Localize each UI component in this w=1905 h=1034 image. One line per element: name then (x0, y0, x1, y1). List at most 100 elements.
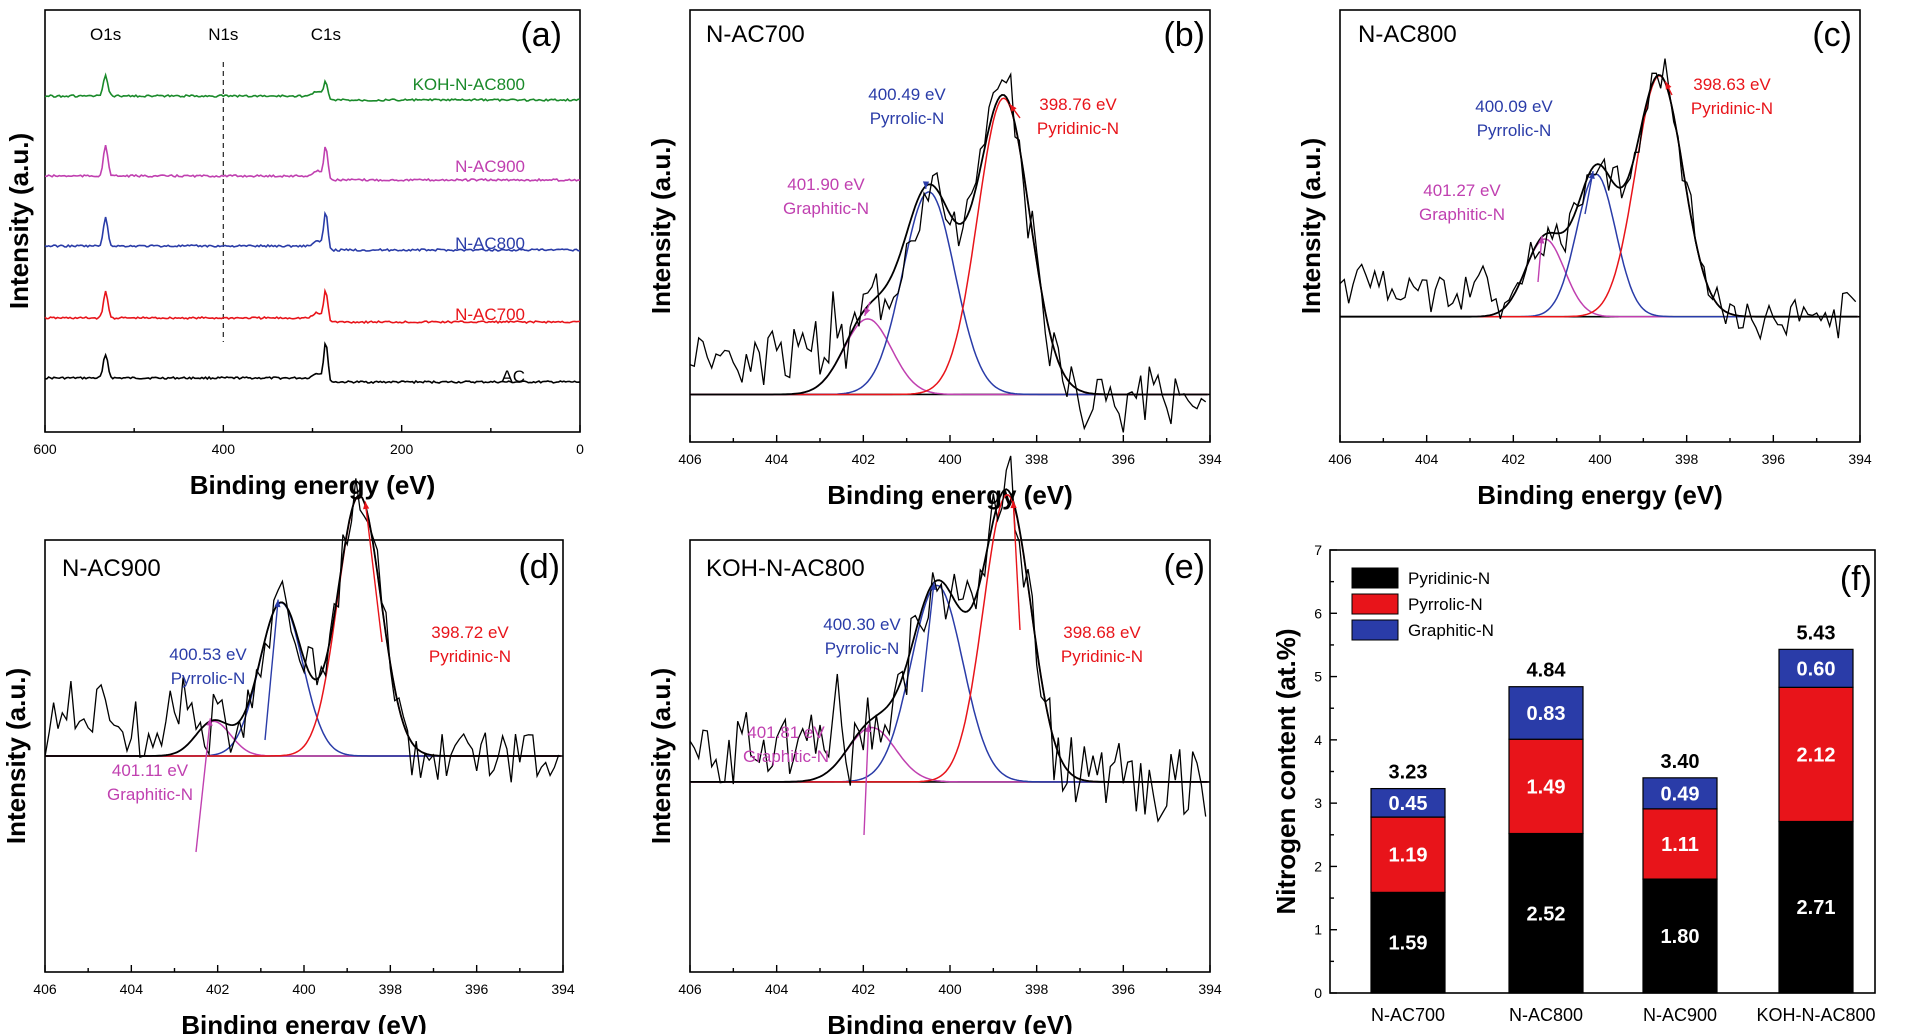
peak-label: N1s (208, 25, 238, 44)
x-tick-label: 404 (120, 981, 144, 997)
ann-pyrrolic-arrow-head (1588, 171, 1595, 179)
envelope-fit (1340, 74, 1858, 318)
ann-pyridinic-energy: 398.63 eV (1693, 75, 1771, 94)
panel-label: (f) (1840, 560, 1872, 598)
peak-label: O1s (90, 25, 121, 44)
raw-spectrum (1339, 58, 1857, 341)
category-label: N-AC700 (1371, 1005, 1445, 1025)
x-tick-label: 406 (33, 981, 57, 997)
ann-graphitic-energy: 401.11 eV (112, 761, 189, 780)
ann-graphitic-name: Graphitic-N (107, 785, 193, 804)
legend-label: Graphitic-N (1408, 621, 1494, 640)
ann-pyridinic-name: Pyridinic-N (1061, 647, 1143, 666)
ann-pyrrolic-arrow-head (274, 599, 281, 608)
graphitic-peak (1340, 238, 1858, 318)
envelope-fit (690, 93, 1208, 396)
bar-segment-graphitic-n (1778, 648, 1854, 688)
ann-pyridinic-name: Pyridinic-N (1037, 119, 1119, 138)
series-label: N-AC900 (455, 157, 525, 176)
x-tick-label: 406 (1328, 451, 1352, 467)
graphitic-peak (690, 318, 1208, 396)
x-axis-label: Binding energy (eV) (190, 470, 436, 500)
x-tick-label: 396 (465, 981, 489, 997)
panel-d: 406 404 402 400 398 396 394 Binding energy (eV)… (1, 478, 575, 1034)
legend-swatch-pyridinic-n (1351, 567, 1399, 589)
ann-pyrrolic-arrow-head (922, 181, 930, 189)
envelope-fit (690, 488, 1208, 783)
legend-label: Pyridinic-N (1408, 569, 1490, 588)
y-tick-label: 4 (1314, 732, 1322, 748)
y-tick-label: 5 (1314, 669, 1322, 685)
ann-pyrrolic-name: Pyrrolic-N (825, 639, 900, 658)
panel-label: (b) (1163, 16, 1205, 54)
bar-segment-pyridinic-n (1508, 832, 1584, 994)
x-tick-label: 398 (379, 981, 403, 997)
x-axis-label: Binding energy (eV) (827, 1010, 1073, 1034)
ann-pyrrolic-energy: 400.09 eV (1475, 97, 1553, 116)
bar-segment-pyrrolic-n (1778, 686, 1854, 823)
x-tick-label: 398 (1025, 451, 1049, 467)
panel-label: (a) (520, 16, 562, 54)
raw-spectrum (689, 455, 1207, 823)
ann-pyrrolic-name: Pyrrolic-N (171, 669, 246, 688)
ann-pyrrolic-name: Pyrrolic-N (1477, 121, 1552, 140)
ann-pyrrolic-arrow-line (921, 582, 935, 693)
x-tick-label: 402 (1502, 451, 1526, 467)
x-tick-label: 402 (852, 451, 876, 467)
y-axis-label: Nitrogen content (at.%) (1271, 629, 1301, 915)
ann-graphitic-energy: 401.90 eV (787, 175, 865, 194)
ann-pyridinic-arrow-head (363, 501, 370, 510)
x-tick-label: 400 (938, 451, 962, 467)
bar-segment-pyrrolic-n (1508, 738, 1584, 835)
bar-value-label: 0.49 (1661, 783, 1700, 805)
x-tick-label: 406 (678, 451, 702, 467)
ann-pyridinic-arrow-line (1012, 500, 1021, 631)
x-tick-label: 600 (33, 441, 57, 457)
pyridinic-peak (1340, 75, 1858, 318)
x-tick-label: 394 (551, 981, 575, 997)
x-axis-label: Binding energy (eV) (1477, 480, 1723, 510)
bar-value-label: 1.80 (1661, 926, 1700, 948)
ann-pyridinic-energy: 398.68 eV (1063, 623, 1141, 642)
panel-b: 406 404 402 400 398 396 394 Binding energy (eV)… (646, 9, 1222, 510)
ann-pyridinic-energy: 398.76 eV (1039, 95, 1117, 114)
bar-segment-pyridinic-n (1370, 891, 1446, 994)
ann-graphitic-arrow-head (1538, 235, 1545, 244)
ann-pyridinic-arrow-head (1665, 81, 1672, 90)
bar-segment-pyrrolic-n (1370, 816, 1446, 893)
x-tick-label: 400 (938, 981, 962, 997)
panel-c: 406 404 402 400 398 396 394 Binding energy (eV)… (1296, 9, 1872, 510)
x-tick-label: 398 (1675, 451, 1699, 467)
survey-line-koh-n-ac800 (44, 72, 581, 102)
x-tick-label: 404 (765, 981, 789, 997)
ann-pyridinic-name: Pyridinic-N (429, 647, 511, 666)
x-tick-label: 400 (1588, 451, 1612, 467)
bar-value-label: 1.11 (1661, 834, 1699, 856)
category-label: N-AC800 (1509, 1005, 1583, 1025)
ann-graphitic-arrow-head (865, 724, 872, 732)
ann-pyridinic-arrow-head (1010, 500, 1017, 509)
raw-spectrum (689, 72, 1207, 433)
ann-pyrrolic-name: Pyrrolic-N (870, 109, 945, 128)
ann-pyridinic-arrow-line (364, 501, 383, 643)
x-tick-label: 396 (1112, 451, 1136, 467)
bar-segment-graphitic-n (1508, 686, 1584, 740)
ann-pyrrolic-energy: 400.49 eV (868, 85, 946, 104)
sample-name: N-AC800 (1358, 21, 1457, 48)
ann-graphitic-name: Graphitic-N (783, 199, 869, 218)
survey-line-n-ac700 (44, 287, 581, 325)
panel-a: 600 400 200 0 Binding energy (eV) Intensity (… (4, 9, 584, 500)
survey-line-ac (45, 341, 581, 385)
plot-frame (1339, 9, 1861, 443)
bar-value-label: 2.71 (1797, 897, 1836, 919)
x-tick-label: 400 (292, 981, 316, 997)
series-label: AC (501, 367, 525, 386)
sample-name: N-AC900 (62, 555, 161, 582)
bar-value-label: 0.83 (1527, 703, 1566, 725)
bar-value-label: 2.52 (1527, 903, 1566, 925)
x-tick-label: 402 (852, 981, 876, 997)
bar-total-label: 3.40 (1661, 751, 1700, 773)
bar-value-label: 1.49 (1527, 776, 1566, 798)
plot-frame (689, 9, 1211, 443)
